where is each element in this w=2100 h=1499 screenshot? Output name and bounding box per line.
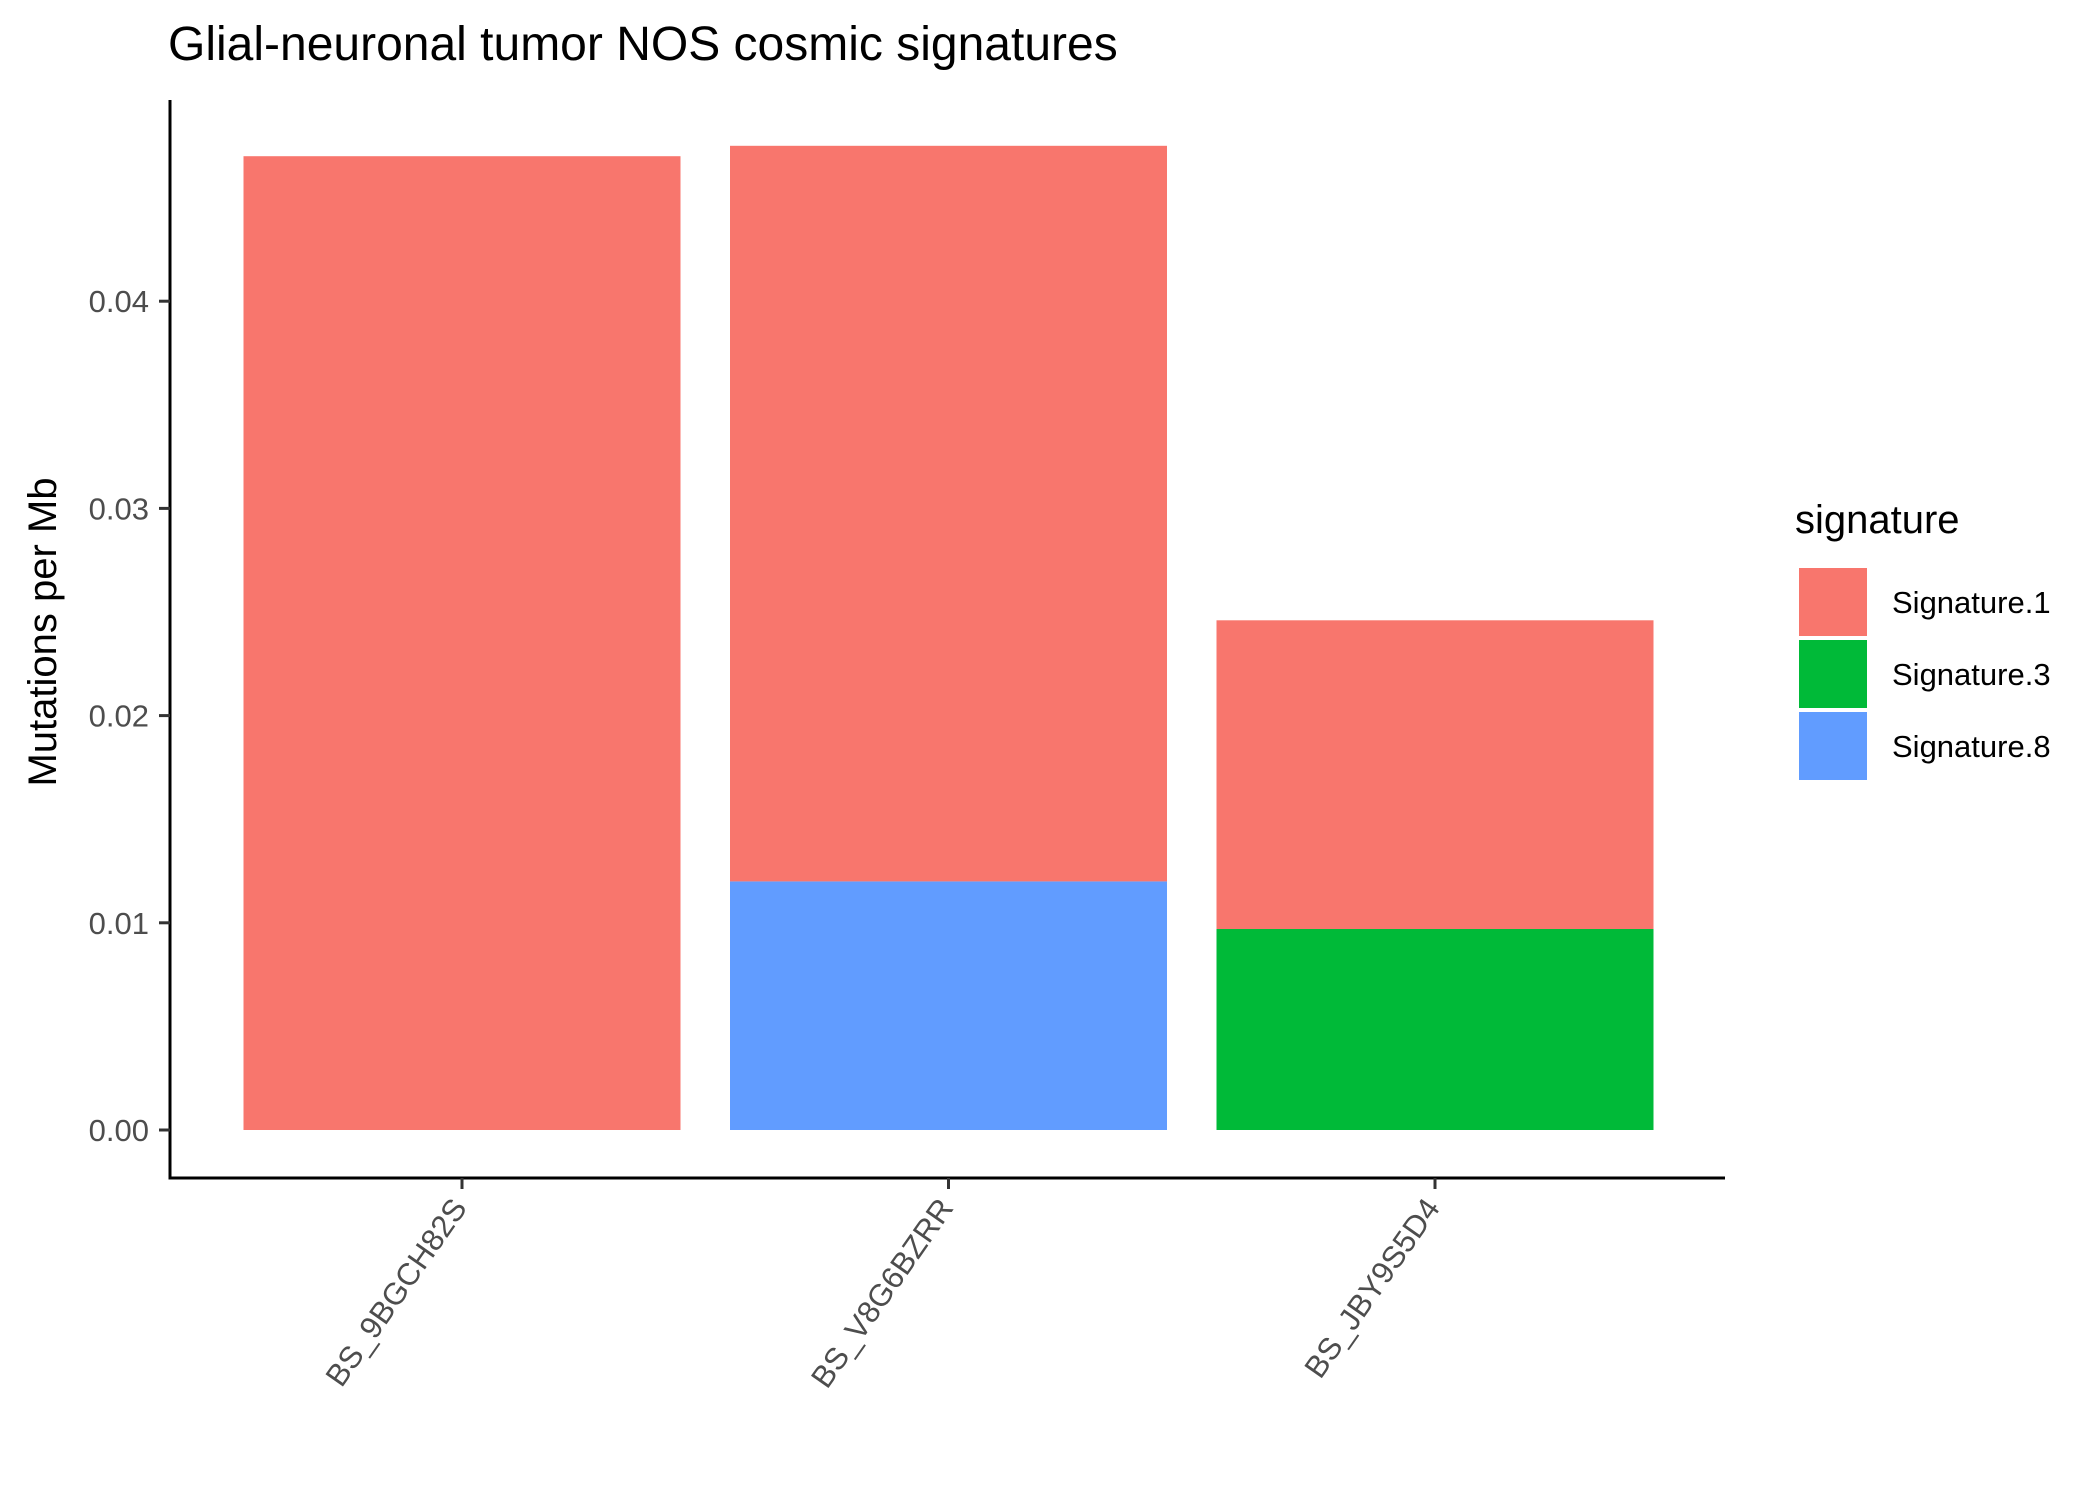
y-axis-ticks: 0.00 0.01 0.02 0.03 0.04: [89, 284, 170, 1148]
plot-area: 0.00 0.01 0.02 0.03 0.04 BS_9BGCH82S BS_V8G6B…: [89, 100, 1725, 1394]
legend-entries: Signature.1 Signature.3 Signature.8: [1799, 568, 2051, 780]
bar-BS_JBY9S5D4-Signature.1: [1216, 620, 1654, 929]
legend-swatch-Signature.8: [1799, 712, 1867, 780]
legend: signature Signature.1Signature.3Signatur…: [1795, 498, 2051, 780]
x-tick-label: BS_V8G6BZRR: [804, 1192, 960, 1394]
bars-layer: [243, 145, 1654, 1130]
bar-BS_JBY9S5D4-Signature.3: [1216, 929, 1654, 1130]
y-tick-label: 0.03: [89, 491, 149, 526]
legend-swatch-Signature.3: [1799, 640, 1867, 708]
y-axis-title: Mutations per Mb: [21, 477, 65, 786]
legend-title: signature: [1795, 498, 1960, 542]
legend-label-Signature.1: Signature.1: [1892, 585, 2051, 620]
bar-BS_9BGCH82S-Signature.1: [243, 156, 681, 1130]
x-axis-ticks: BS_9BGCH82S BS_V8G6BZRR BS_JBY9S5D4: [319, 1178, 1447, 1394]
y-tick-label: 0.04: [89, 284, 149, 319]
legend-label-Signature.8: Signature.8: [1892, 729, 2051, 764]
y-tick-label: 0.00: [89, 1113, 149, 1148]
chart-title: Glial-neuronal tumor NOS cosmic signatur…: [168, 18, 1118, 71]
bar-BS_V8G6BZRR-Signature.1: [730, 145, 1167, 882]
y-tick-label: 0.01: [89, 906, 149, 941]
legend-swatch-Signature.1: [1799, 568, 1867, 636]
x-tick-label: BS_9BGCH82S: [319, 1192, 474, 1393]
x-tick-label: BS_JBY9S5D4: [1297, 1192, 1446, 1384]
bar-BS_V8G6BZRR-Signature.8: [730, 881, 1167, 1130]
legend-label-Signature.3: Signature.3: [1892, 657, 2051, 692]
y-tick-label: 0.02: [89, 699, 149, 734]
